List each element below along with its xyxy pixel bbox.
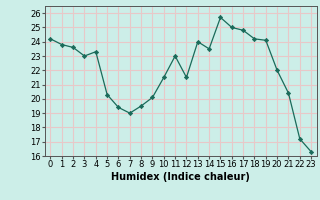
X-axis label: Humidex (Indice chaleur): Humidex (Indice chaleur) — [111, 172, 250, 182]
